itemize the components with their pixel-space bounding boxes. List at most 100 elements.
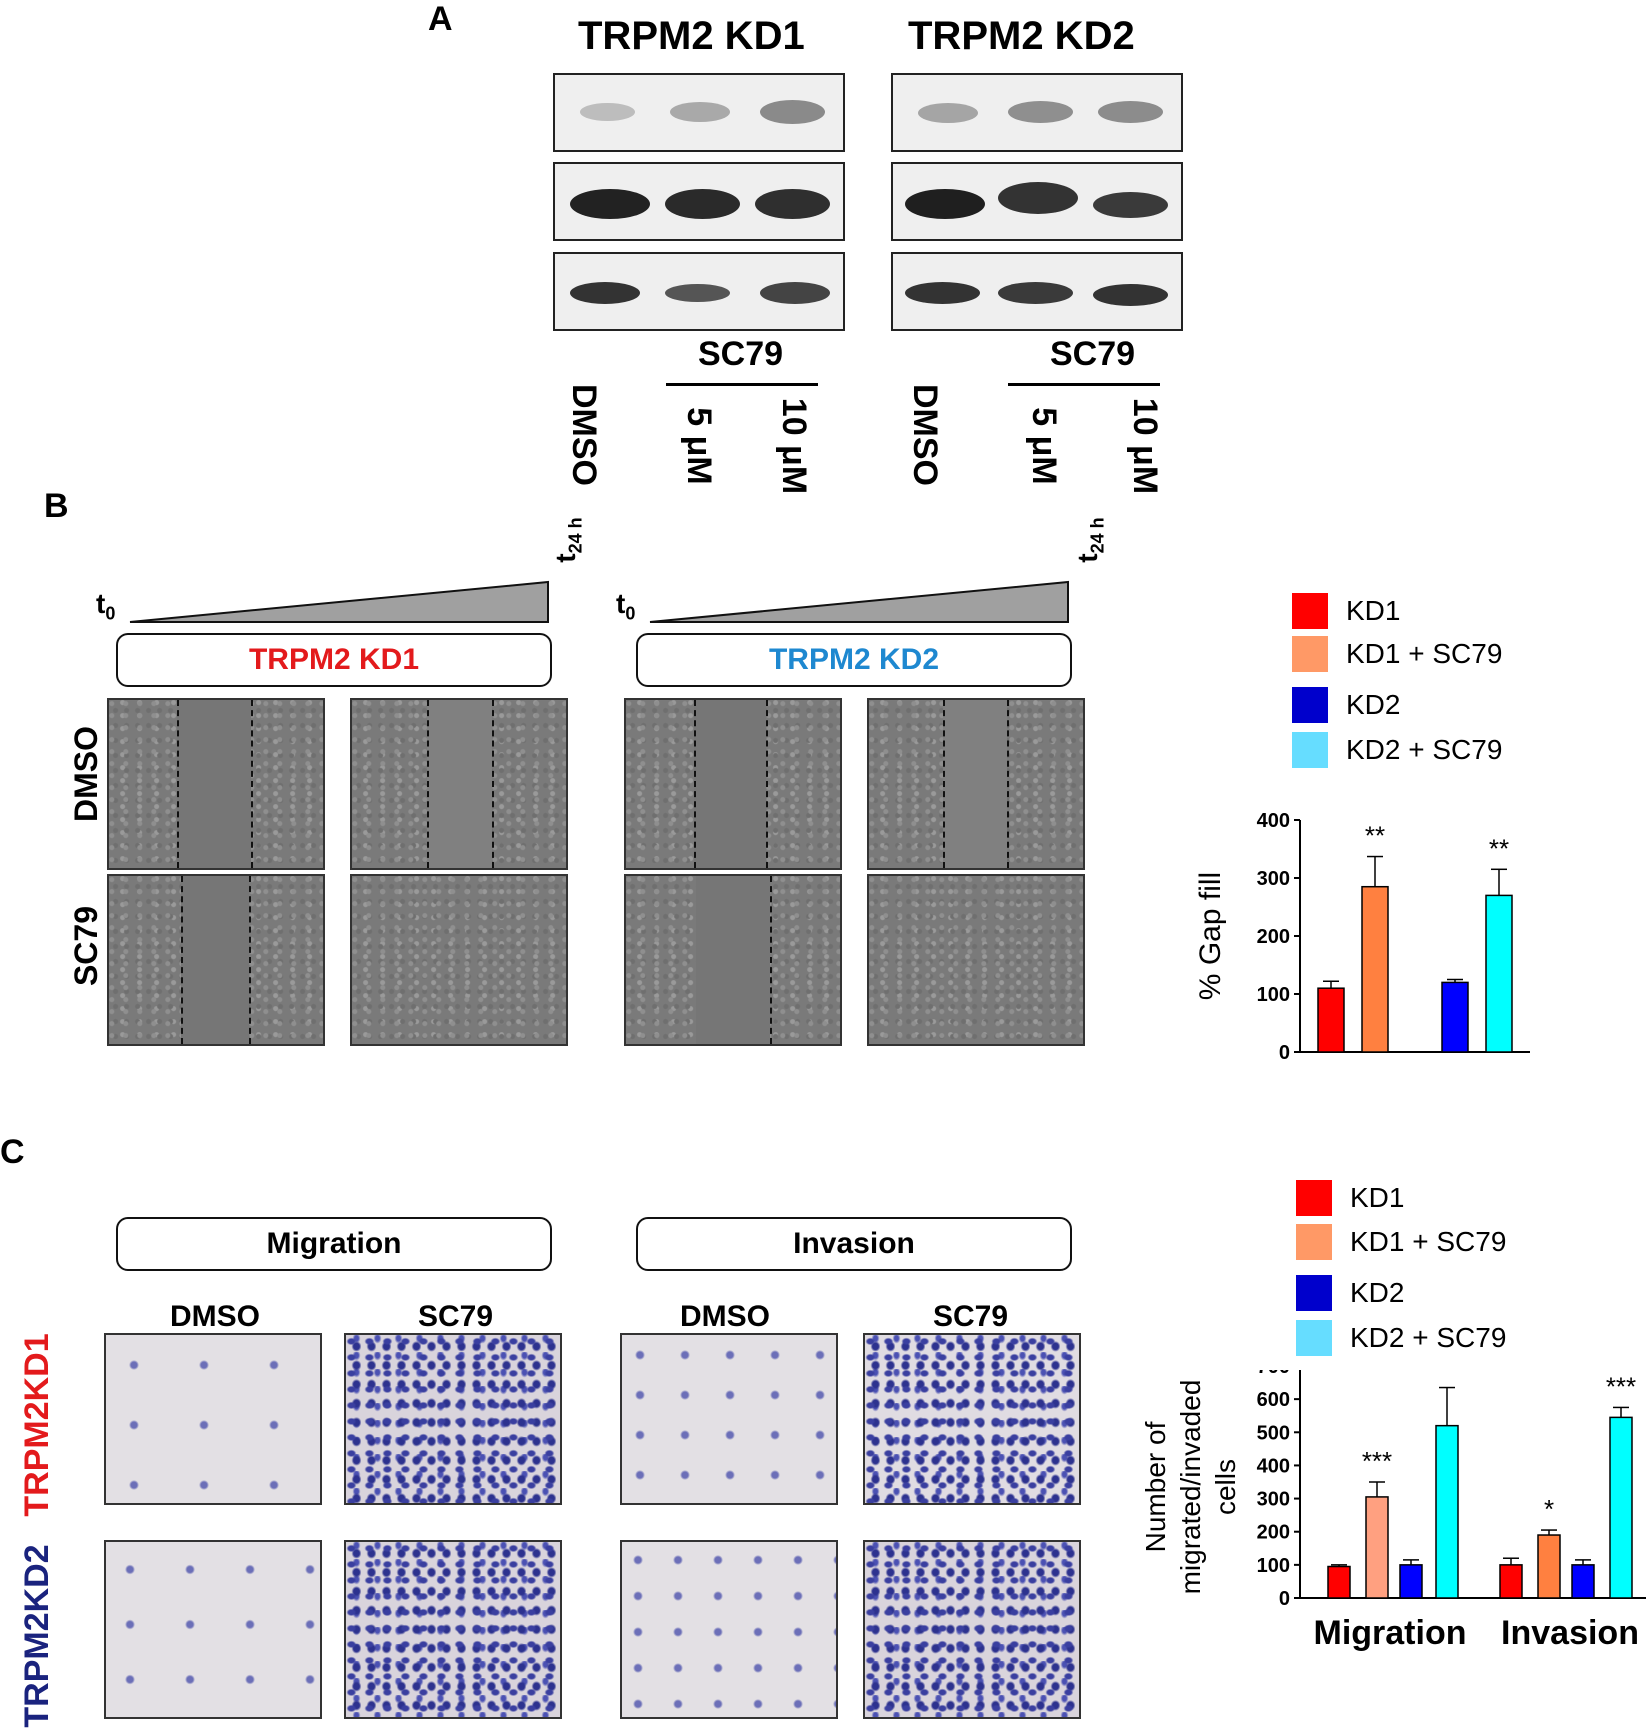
- legend-c-kd1-sc79: KD1 + SC79: [1296, 1224, 1506, 1260]
- legend-b-kd2: KD2: [1292, 687, 1400, 723]
- scratch-kd2-dmso-t0: [624, 698, 842, 870]
- legend-swatch: [1296, 1180, 1332, 1216]
- legend-c-kd2: KD2: [1296, 1275, 1404, 1311]
- invasion-box: Invasion: [636, 1217, 1072, 1271]
- y-tick-label: 700: [1257, 1370, 1290, 1378]
- x-category-label: Invasion: [1501, 1614, 1639, 1652]
- y-tick-label: 300: [1257, 1489, 1290, 1511]
- sc79-label-kd1: SC79: [698, 335, 784, 373]
- row-label-sc79: SC79: [68, 905, 104, 987]
- bar: [1361, 885, 1389, 1053]
- y-tick-label: 100: [1257, 1555, 1290, 1577]
- kd1-blot-title: TRPM2 KD1: [578, 14, 805, 58]
- time-triangle-kd1: [129, 580, 549, 623]
- lane-label-kd2-10um: 10 μM: [1126, 397, 1164, 495]
- legend-swatch: [1292, 636, 1328, 672]
- transwell-kd2-invasion-dmso: [620, 1540, 838, 1719]
- legend-b-kd1: KD1: [1292, 593, 1400, 629]
- sc79-bracket-kd1: [666, 383, 818, 386]
- migration-invasion-chart: 0 100 200 300 400 500 600 700 Number ofmigrated/…: [1140, 1370, 1646, 1652]
- bar: [1571, 1564, 1595, 1599]
- scratch-kd1-sc79-t24: [350, 874, 568, 1046]
- legend-swatch: [1296, 1320, 1332, 1356]
- t0-label-kd1: t0: [96, 588, 116, 624]
- blot-kd2-row1: [891, 73, 1183, 152]
- scratch-kd2-dmso-t24: [867, 698, 1085, 870]
- bar: [1441, 981, 1469, 1053]
- y-tick-label: 600: [1257, 1389, 1290, 1411]
- significance-label: ***: [1432, 1370, 1462, 1382]
- y-axis-label: cells: [1210, 1459, 1241, 1515]
- legend-b-kd2-sc79: KD2 + SC79: [1292, 732, 1502, 768]
- gap-fill-chart: 0 100 200 300 400 % Gap fill ** **: [1194, 810, 1530, 1064]
- transwell-kd1-migration-dmso: [104, 1333, 322, 1505]
- migration-box: Migration: [116, 1217, 552, 1271]
- transwell-kd1-invasion-sc79: [863, 1333, 1081, 1505]
- bar: [1399, 1564, 1423, 1599]
- significance-label: ***: [1606, 1371, 1636, 1401]
- scratch-kd1-dmso-t24: [350, 698, 568, 870]
- bar: [1609, 1416, 1633, 1599]
- blot-kd2-row3: [891, 252, 1183, 331]
- bar: [1365, 1496, 1389, 1599]
- x-category-label: Migration: [1314, 1614, 1467, 1652]
- scratch-kd2-sc79-t24: [867, 874, 1085, 1046]
- col-label-migration-dmso: DMSO: [170, 1300, 260, 1333]
- transwell-kd1-migration-sc79: [344, 1333, 562, 1505]
- blot-kd1-row2: [553, 162, 845, 241]
- bar: [1317, 987, 1345, 1053]
- legend-b-kd1-sc79: KD1 + SC79: [1292, 636, 1502, 672]
- blot-kd2-row2: [891, 162, 1183, 241]
- lane-label-kd2-5um: 5 μM: [1025, 407, 1063, 485]
- lane-label-kd1-5um: 5 μM: [680, 407, 718, 485]
- blot-kd1-row3: [553, 252, 845, 331]
- y-tick-label: 300: [1257, 868, 1290, 890]
- panel-c-letter: C: [0, 1133, 25, 1171]
- bar: [1485, 894, 1513, 1053]
- transwell-kd2-invasion-sc79: [863, 1540, 1081, 1719]
- col-label-invasion-sc79: SC79: [933, 1300, 1009, 1333]
- y-axis-label: migrated/invaded: [1175, 1380, 1206, 1595]
- y-tick-label: 500: [1257, 1422, 1290, 1444]
- scratch-kd1-sc79-t0: [107, 874, 325, 1046]
- transwell-kd1-invasion-dmso: [620, 1333, 838, 1505]
- scratch-kd1-dmso-t0: [107, 698, 325, 870]
- transwell-kd2-migration-sc79: [344, 1540, 562, 1719]
- legend-c-kd1: KD1: [1296, 1180, 1404, 1216]
- significance-label: ***: [1362, 1446, 1392, 1476]
- y-axis-label: % Gap fill: [1194, 872, 1227, 1000]
- y-tick-label: 0: [1279, 1588, 1290, 1610]
- kd2-blot-title: TRPM2 KD2: [908, 14, 1135, 58]
- blot-kd1-row1: [553, 73, 845, 152]
- legend-swatch: [1296, 1275, 1332, 1311]
- y-axis-label: Number of: [1140, 1421, 1171, 1552]
- legend-swatch: [1296, 1224, 1332, 1260]
- y-tick-label: 0: [1279, 1042, 1290, 1064]
- transwell-kd2-migration-dmso: [104, 1540, 322, 1719]
- legend-swatch: [1292, 732, 1328, 768]
- row-label-trpm2kd1: TRPM2KD1: [18, 1333, 56, 1517]
- significance-label: *: [1544, 1494, 1554, 1524]
- panel-b-letter: B: [44, 487, 69, 525]
- trpm2-kd1-box: TRPM2 KD1: [116, 633, 552, 687]
- significance-label: **: [1365, 821, 1385, 851]
- scratch-kd2-sc79-t0: [624, 874, 842, 1046]
- sc79-bracket-kd2: [1008, 383, 1160, 386]
- y-tick-label: 400: [1257, 810, 1290, 832]
- y-tick-label: 400: [1257, 1455, 1290, 1477]
- row-label-trpm2kd2: TRPM2KD2: [18, 1544, 56, 1728]
- bar: [1537, 1534, 1561, 1599]
- lane-label-kd2-dmso: DMSO: [906, 384, 944, 486]
- bar: [1435, 1424, 1459, 1599]
- t0-label-kd2: t0: [616, 588, 636, 624]
- legend-c-kd2-sc79: KD2 + SC79: [1296, 1320, 1506, 1356]
- significance-label: **: [1489, 833, 1509, 863]
- t24-label-kd2: t24 h: [1072, 517, 1108, 563]
- y-tick-label: 200: [1257, 1522, 1290, 1544]
- panel-a-letter: A: [428, 0, 453, 38]
- y-tick-label: 100: [1257, 984, 1290, 1006]
- trpm2-kd2-box: TRPM2 KD2: [636, 633, 1072, 687]
- col-label-invasion-dmso: DMSO: [680, 1300, 770, 1333]
- row-label-dmso: DMSO: [68, 726, 104, 822]
- bar: [1327, 1565, 1351, 1599]
